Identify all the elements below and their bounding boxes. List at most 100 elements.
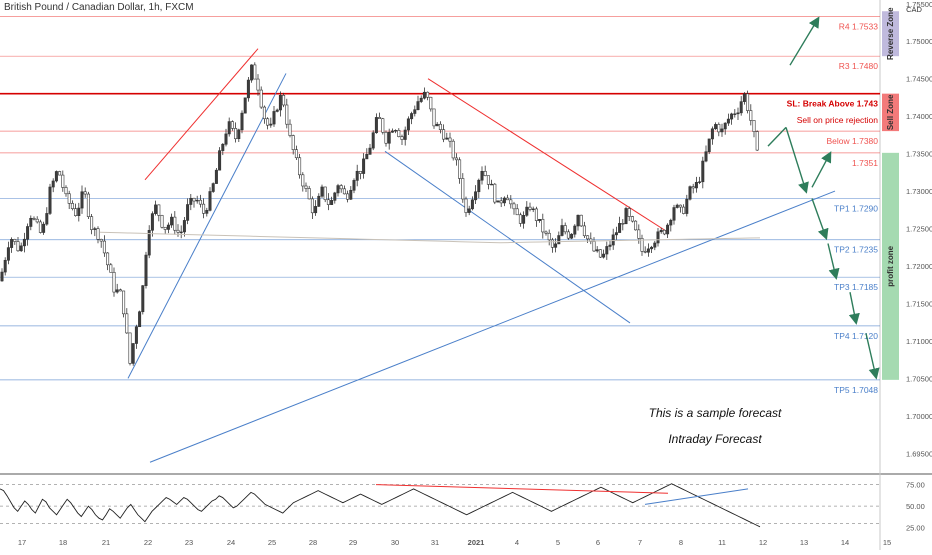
x-tick-label: 30 xyxy=(391,538,399,547)
candle xyxy=(739,101,743,114)
candle xyxy=(726,118,730,124)
level-label: R3 1.7480 xyxy=(839,61,878,71)
candle xyxy=(115,289,119,293)
x-tick-label: 8 xyxy=(679,538,683,547)
level-label: TP5 1.7048 xyxy=(834,385,878,395)
candle xyxy=(461,178,465,200)
candle xyxy=(518,214,522,224)
candle xyxy=(662,229,666,235)
candle xyxy=(358,170,362,174)
candle xyxy=(179,231,183,234)
candle xyxy=(29,217,33,227)
y-tick-label: 1.71000 xyxy=(906,337,932,346)
candle xyxy=(627,208,631,217)
candle xyxy=(419,97,423,102)
y-tick-label: 1.69500 xyxy=(906,449,932,458)
x-tick-label: 6 xyxy=(596,538,600,547)
candle xyxy=(586,235,590,240)
candle xyxy=(426,91,430,98)
forecast-arrow xyxy=(827,243,840,280)
candle xyxy=(339,185,343,190)
y-tick-label: 1.73500 xyxy=(906,150,932,159)
candle xyxy=(67,193,71,204)
candle xyxy=(486,175,490,185)
candle xyxy=(480,170,484,181)
candle xyxy=(310,198,314,214)
candle xyxy=(522,215,526,224)
candle xyxy=(336,185,340,194)
candle xyxy=(147,229,151,256)
zone-label: profit zone xyxy=(886,245,895,286)
candle xyxy=(550,239,554,248)
candle xyxy=(464,198,468,213)
candle xyxy=(448,137,452,142)
candle xyxy=(70,203,74,209)
candle xyxy=(243,97,247,114)
candle xyxy=(458,159,462,179)
y-tick-label: 1.71500 xyxy=(906,299,932,308)
candle xyxy=(506,197,510,201)
candle xyxy=(384,131,388,144)
candle xyxy=(96,228,100,240)
oscillator-red-trendline xyxy=(375,484,669,494)
candle xyxy=(688,186,692,200)
candle xyxy=(502,197,506,204)
candle xyxy=(397,130,401,137)
candle xyxy=(368,147,372,155)
candle xyxy=(186,204,190,221)
x-tick-label: 22 xyxy=(144,538,152,547)
candle xyxy=(714,124,718,130)
zone-band xyxy=(882,152,899,380)
forecast-arrow xyxy=(811,198,829,241)
candle xyxy=(406,118,410,131)
candle xyxy=(432,108,436,127)
candle xyxy=(112,272,116,293)
candle xyxy=(691,186,695,189)
forecast-arrow xyxy=(865,333,880,380)
candle xyxy=(42,223,46,233)
candle xyxy=(150,213,154,231)
oscillator-tick-label: 50.00 xyxy=(906,502,925,511)
candle xyxy=(163,226,167,230)
candle xyxy=(637,229,641,239)
level-label: TP1 1.7290 xyxy=(834,204,878,214)
candle xyxy=(211,183,215,192)
candle xyxy=(534,208,538,221)
candle xyxy=(176,229,180,233)
candle xyxy=(301,174,305,187)
candle xyxy=(749,110,753,121)
sell-note: Sell on price rejection xyxy=(797,115,879,125)
candle xyxy=(387,131,391,144)
candle xyxy=(10,239,14,248)
candle xyxy=(381,118,385,133)
candle xyxy=(294,149,298,159)
x-tick-label: 29 xyxy=(349,538,357,547)
candle xyxy=(262,106,266,120)
x-tick-label: 12 xyxy=(759,538,767,547)
candle xyxy=(189,197,193,205)
candle xyxy=(554,243,558,248)
candle xyxy=(378,117,382,120)
candle xyxy=(6,247,10,261)
candle xyxy=(528,206,532,210)
candle xyxy=(282,94,286,106)
candle xyxy=(138,311,142,328)
x-tick-label: 7 xyxy=(638,538,642,547)
candle xyxy=(224,133,228,145)
forecast-annotation: This is a sample forecast xyxy=(649,406,782,420)
candle xyxy=(32,217,36,220)
candle xyxy=(285,104,289,125)
x-tick-label: 2021 xyxy=(468,538,485,547)
candle xyxy=(454,157,458,161)
candle xyxy=(326,199,330,205)
candle xyxy=(90,216,94,230)
x-tick-label: 23 xyxy=(185,538,193,547)
candle xyxy=(256,78,260,91)
candle xyxy=(710,128,714,140)
candle xyxy=(547,232,551,241)
candle xyxy=(45,213,49,225)
candle xyxy=(205,210,209,214)
candle xyxy=(614,232,618,236)
candle xyxy=(496,200,500,203)
candle xyxy=(435,123,439,127)
